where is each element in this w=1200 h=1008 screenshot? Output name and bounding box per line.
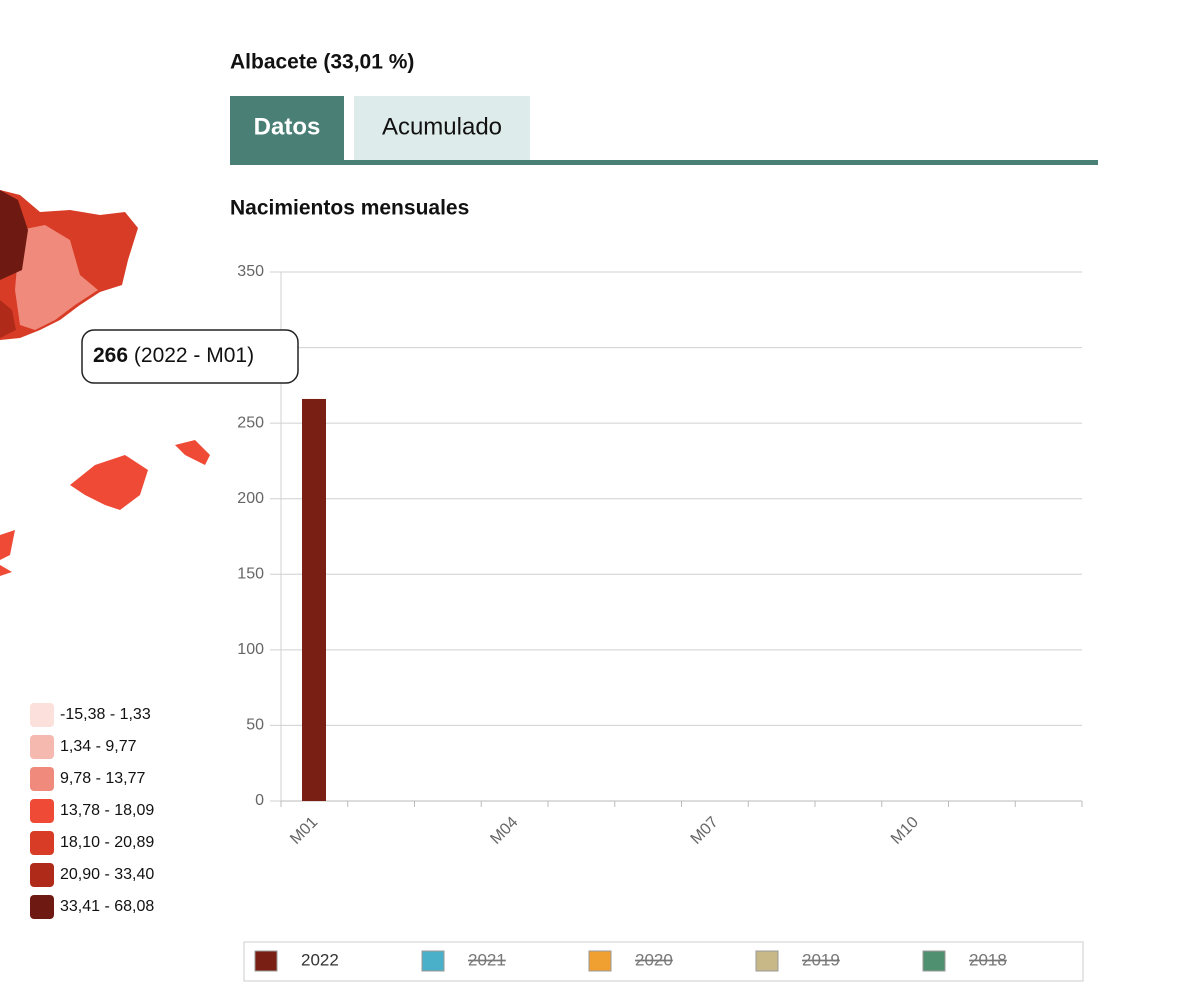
legend-swatch bbox=[30, 799, 54, 823]
legend-swatch bbox=[30, 735, 54, 759]
tooltip-label: (2022 - M01) bbox=[134, 344, 254, 367]
tooltip-text: 266 (2022 - M01) bbox=[93, 344, 254, 367]
legend-label: 18,10 - 20,89 bbox=[60, 834, 154, 851]
legend-box bbox=[243, 941, 1084, 982]
map-region bbox=[0, 300, 16, 338]
y-tick-label: 50 bbox=[246, 717, 264, 734]
legend-label[interactable]: 2018 bbox=[969, 950, 1007, 969]
legend-label[interactable]: 2019 bbox=[802, 950, 840, 969]
map-region bbox=[15, 225, 98, 330]
legend-label[interactable]: 2021 bbox=[468, 950, 506, 969]
legend-label: 1,34 - 9,77 bbox=[60, 738, 137, 755]
legend-swatch bbox=[254, 950, 278, 972]
legend-swatch bbox=[421, 950, 445, 972]
map-island bbox=[0, 530, 15, 576]
legend-label[interactable]: 2020 bbox=[635, 950, 673, 969]
map-region bbox=[0, 190, 28, 280]
legend-label: 33,41 - 68,08 bbox=[60, 898, 154, 915]
chart-title: Nacimientos mensuales bbox=[230, 197, 469, 220]
legend-label: 20,90 - 33,40 bbox=[60, 866, 154, 883]
legend-swatch bbox=[30, 703, 54, 727]
y-tick-label: 200 bbox=[237, 490, 264, 507]
y-tick-label: 150 bbox=[237, 566, 264, 583]
legend-swatch bbox=[922, 950, 946, 972]
map-island bbox=[70, 455, 148, 510]
tooltip: 266 (2022 - M01) bbox=[81, 329, 299, 384]
y-tick-label: 250 bbox=[237, 414, 264, 431]
map-island bbox=[175, 440, 210, 465]
legend-label: -15,38 - 1,33 bbox=[60, 706, 151, 723]
legend-swatch bbox=[30, 863, 54, 887]
tab-label[interactable]: Datos bbox=[254, 113, 321, 140]
x-tick-label: M01 bbox=[287, 814, 321, 848]
y-tick-label: 100 bbox=[237, 641, 264, 658]
legend-swatch bbox=[30, 895, 54, 919]
legend-swatch bbox=[755, 950, 779, 972]
x-tick-label: M10 bbox=[888, 814, 922, 848]
map-legend: -15,38 - 1,33 1,34 - 9,77 9,78 - 13,77 13,7… bbox=[30, 703, 154, 919]
legend-swatch bbox=[30, 767, 54, 791]
tab[interactable] bbox=[354, 96, 530, 160]
tab-underline bbox=[230, 160, 1098, 165]
x-tick-label: M07 bbox=[688, 814, 722, 848]
map bbox=[0, 190, 210, 576]
y-tick-label: 350 bbox=[237, 263, 264, 280]
legend-label: 9,78 - 13,77 bbox=[60, 770, 146, 787]
legend-swatch bbox=[588, 950, 612, 972]
chart: 050100150200250300350M01M04M07M102022202… bbox=[237, 263, 1084, 982]
tab-label[interactable]: Acumulado bbox=[382, 113, 502, 140]
tooltip-value: 266 bbox=[93, 344, 128, 367]
page-title: Albacete (33,01 %) bbox=[230, 51, 414, 74]
y-tick-label: 0 bbox=[255, 792, 264, 809]
legend-label: 13,78 - 18,09 bbox=[60, 802, 154, 819]
tab-active[interactable] bbox=[230, 96, 344, 160]
tooltip-box bbox=[81, 329, 299, 384]
legend-swatch bbox=[30, 831, 54, 855]
bar bbox=[302, 398, 326, 801]
legend-label[interactable]: 2022 bbox=[301, 950, 339, 969]
x-tick-label: M04 bbox=[487, 814, 521, 848]
